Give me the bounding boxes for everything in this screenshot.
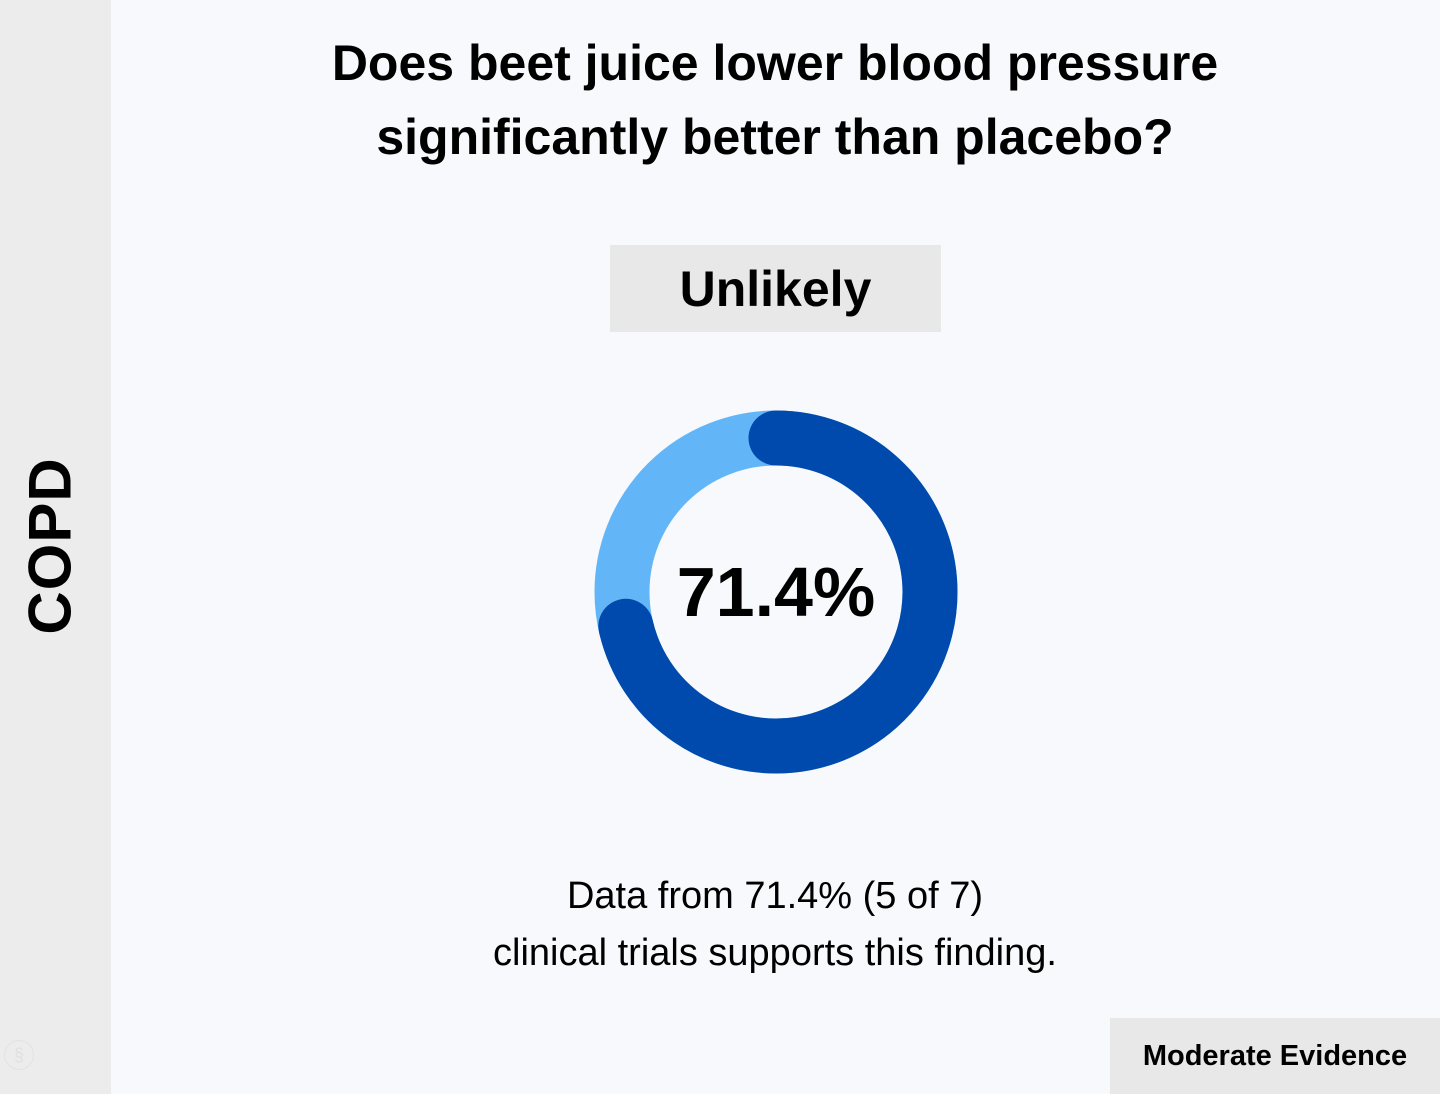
- question-title: Does beet juice lower blood pressure sig…: [200, 26, 1350, 174]
- verdict-badge: Unlikely: [610, 245, 941, 332]
- donut-slice-supporting: [598, 410, 958, 774]
- watermark-logo-icon: §: [4, 1040, 34, 1070]
- donut-center-label: 71.4%: [677, 553, 875, 631]
- summary-line-2: clinical trials supports this finding.: [493, 932, 1057, 974]
- donut-chart: 71.4%: [594, 410, 958, 774]
- evidence-badge: Moderate Evidence: [1110, 1018, 1440, 1094]
- verdict-label: Unlikely: [679, 260, 872, 317]
- sidebar: COPD §: [0, 0, 111, 1094]
- summary-text: Data from 71.4% (5 of 7) clinical trials…: [380, 868, 1170, 982]
- evidence-label: Moderate Evidence: [1142, 1039, 1408, 1072]
- donut-slices: [594, 410, 958, 774]
- topic-label: COPD: [16, 457, 84, 635]
- question-line-1: Does beet juice lower blood pressure: [331, 35, 1219, 91]
- summary-line-1: Data from 71.4% (5 of 7): [566, 875, 984, 917]
- question-line-2: significantly better than placebo?: [376, 109, 1174, 165]
